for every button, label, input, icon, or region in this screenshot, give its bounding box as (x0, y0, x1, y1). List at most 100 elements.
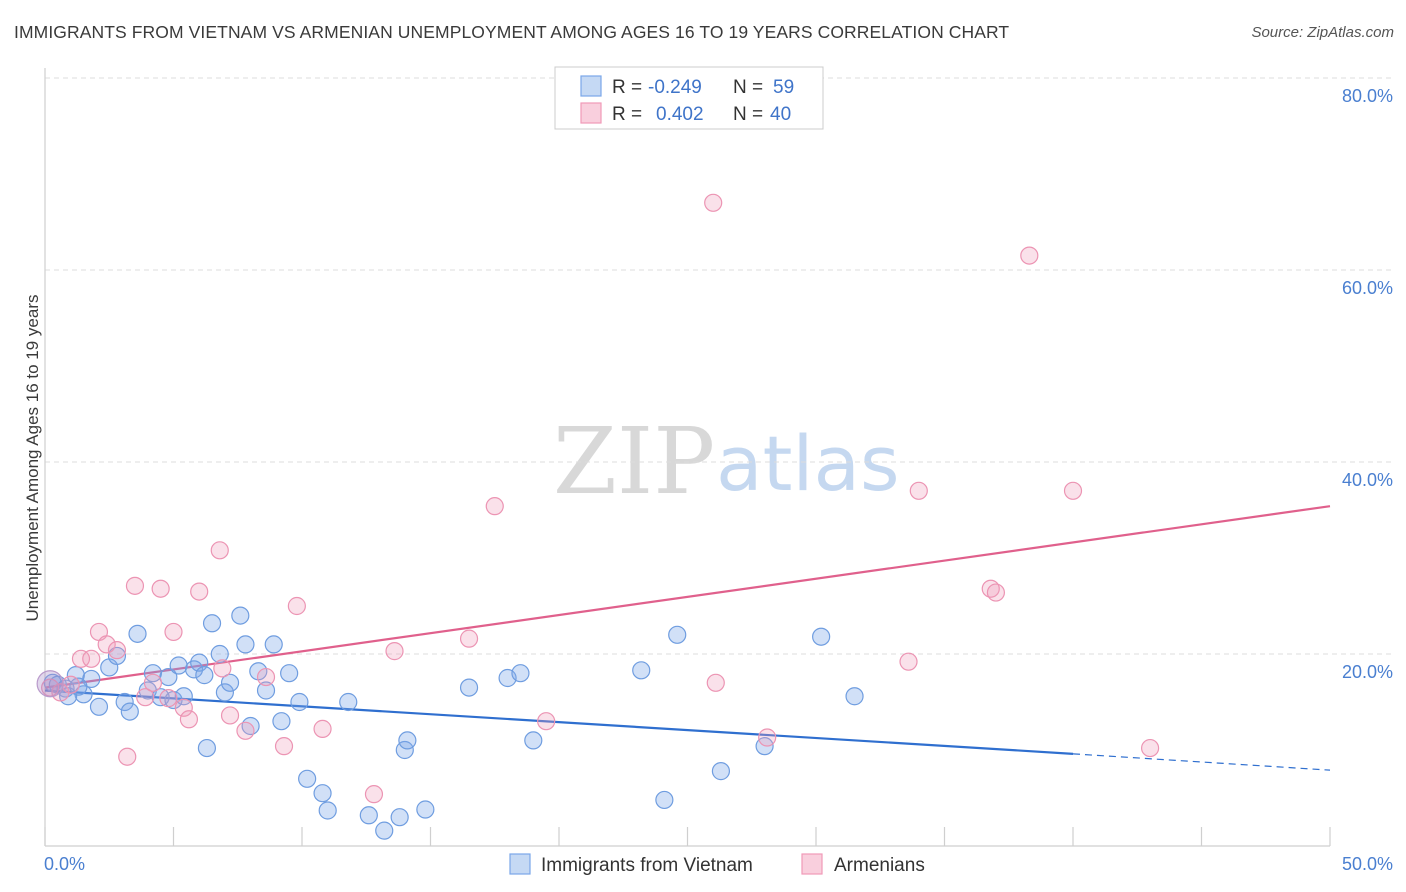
point-vietnam-25 (220, 673, 240, 692)
point-armenians-17 (190, 582, 209, 601)
point-vietnam-43 (398, 731, 417, 750)
point-armenians-35 (909, 481, 928, 500)
point-armenians-14 (164, 622, 183, 642)
point-vietnam-21 (195, 666, 214, 685)
point-vietnam-30 (256, 681, 276, 700)
point-armenians-2 (61, 675, 80, 694)
point-vietnam-11 (128, 624, 147, 643)
point-armenians-34 (899, 652, 918, 671)
legend-swatch-armenians (580, 102, 602, 124)
point-armenians-18 (210, 541, 229, 560)
point-armenians-11 (143, 673, 163, 692)
point-vietnam-51 (668, 625, 687, 644)
trend-line-vietnam (44, 689, 1074, 755)
point-vietnam-22 (202, 614, 222, 633)
legend-r-label-1: R = (612, 77, 642, 98)
point-armenians-8 (118, 747, 137, 766)
point-vietnam-27 (236, 635, 255, 654)
y-tick-label-20: 20.0% (1342, 662, 1393, 682)
point-vietnam-23 (210, 644, 229, 664)
point-vietnam-31 (264, 635, 283, 654)
point-armenians-23 (274, 737, 294, 756)
point-armenians-0 (41, 678, 60, 697)
point-vietnam-10 (115, 692, 134, 712)
point-vietnam-17 (169, 656, 188, 675)
legend-r-value-2: 0.402 (656, 104, 704, 125)
point-armenians-31 (704, 193, 723, 212)
data-points (36, 193, 1160, 840)
watermark-atlas: atlas (716, 419, 900, 508)
trend-lines (44, 505, 1331, 771)
point-vietnam-32 (272, 712, 291, 731)
point-vietnam-36 (313, 784, 332, 803)
point-vietnam-39 (359, 806, 378, 825)
bottom-legend: Immigrants from Vietnam Armenians (509, 853, 925, 876)
point-armenians-12 (151, 579, 170, 598)
point-armenians-25 (313, 719, 332, 738)
point-vietnam-54 (812, 627, 831, 646)
x-tick-label-max: 50.0% (1342, 854, 1393, 874)
legend-n-label-1: N = (733, 77, 763, 98)
legend-r-label-2: R = (612, 104, 642, 125)
point-vietnam-33 (280, 664, 299, 683)
legend-r-value-1: -0.249 (648, 77, 702, 98)
point-armenians-13 (159, 689, 178, 708)
axes: 20.0% 40.0% 60.0% 80.0% 0.0% 50.0% (44, 68, 1393, 874)
point-vietnam-48 (524, 731, 543, 750)
point-armenians-20 (220, 706, 240, 725)
point-armenians-37 (986, 583, 1006, 602)
point-vietnam-26 (231, 606, 250, 625)
point-vietnam-7 (89, 697, 109, 716)
point-vietnam-55 (845, 687, 864, 706)
point-vietnam-58 (197, 738, 217, 758)
point-armenians-7 (107, 641, 127, 660)
point-armenians-26 (364, 785, 384, 804)
legend-swatch-vietnam (580, 75, 602, 97)
point-vietnam-35 (298, 769, 317, 788)
point-armenians-22 (256, 667, 276, 687)
point-armenians-4 (82, 649, 101, 668)
point-armenians-38 (1020, 246, 1039, 265)
point-vietnam-40 (375, 821, 394, 840)
point-armenians-28 (459, 629, 479, 648)
point-vietnam-47 (511, 664, 530, 683)
legend-n-label-2: N = (733, 104, 763, 125)
point-armenians-9 (125, 576, 145, 595)
bottom-legend-label-vietnam: Immigrants from Vietnam (541, 855, 753, 876)
legend-n-value-1: 59 (773, 77, 794, 98)
point-armenians-21 (236, 721, 255, 740)
point-vietnam-49 (632, 661, 651, 680)
y-tick-label-40: 40.0% (1342, 470, 1393, 490)
point-armenians-19 (213, 659, 232, 678)
trend-line-armenians (44, 505, 1331, 689)
point-armenians-6 (97, 635, 116, 654)
point-vietnam-24 (215, 683, 234, 702)
trend-line-vietnam-extension (1072, 753, 1331, 771)
point-armenians-27 (385, 642, 404, 661)
point-vietnam-34 (290, 692, 309, 712)
point-armenians-39 (1063, 481, 1083, 500)
gridlines (45, 77, 1392, 655)
chart-title: IMMIGRANTS FROM VIETNAM VS ARMENIAN UNEM… (14, 22, 1010, 42)
source-credit: Source: ZipAtlas.com (1251, 24, 1394, 41)
point-vietnam-44 (416, 800, 435, 819)
point-armenians-29 (485, 497, 504, 516)
legend-n-value-2: 40 (770, 104, 791, 125)
point-armenians-33 (758, 728, 777, 747)
point-armenians-40 (1140, 738, 1160, 758)
point-vietnam-9 (107, 646, 127, 666)
point-armenians-16 (179, 710, 199, 729)
point-vietnam-37 (318, 801, 337, 820)
point-vietnam-50 (655, 790, 674, 810)
point-armenians-32 (706, 673, 725, 692)
bottom-legend-swatch-armenians (801, 853, 823, 875)
point-armenians-24 (287, 596, 306, 616)
point-armenians-10 (136, 688, 155, 707)
y-axis-label: Unemployment Among Ages 16 to 19 years (23, 295, 42, 622)
bottom-legend-swatch-vietnam (509, 853, 531, 875)
point-vietnam-38 (339, 692, 358, 712)
point-vietnam-3 (66, 666, 85, 685)
point-armenians-30 (537, 712, 556, 731)
y-tick-label-80: 80.0% (1342, 86, 1393, 106)
